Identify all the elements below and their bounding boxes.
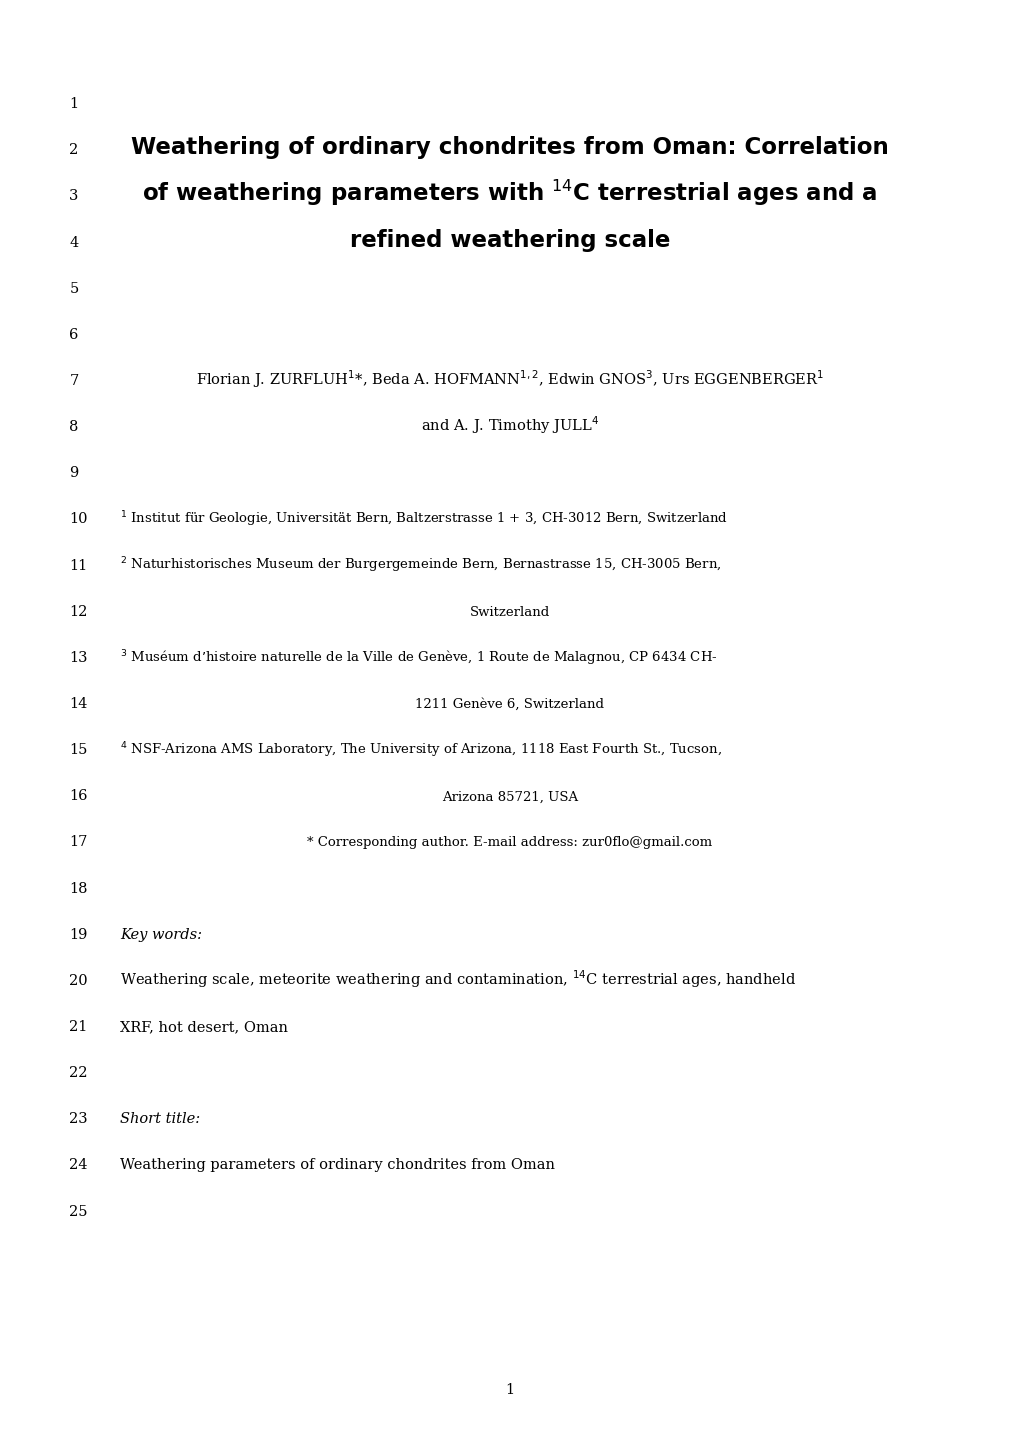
Text: 20: 20 <box>69 973 88 988</box>
Text: 25: 25 <box>69 1204 88 1218</box>
Text: 4: 4 <box>69 235 78 249</box>
Text: Arizona 85721, USA: Arizona 85721, USA <box>441 790 578 803</box>
Text: Short title:: Short title: <box>120 1112 201 1126</box>
Text: 2: 2 <box>69 143 78 157</box>
Text: 9: 9 <box>69 466 78 480</box>
Text: 3: 3 <box>69 189 78 203</box>
Text: Key words:: Key words: <box>120 927 202 942</box>
Text: Florian J. ZURFLUH$^{1}$*, Beda A. HOFMANN$^{1,2}$, Edwin GNOS$^{3}$, Urs EGGENB: Florian J. ZURFLUH$^{1}$*, Beda A. HOFMA… <box>196 368 823 389</box>
Text: 5: 5 <box>69 281 78 296</box>
Text: 6: 6 <box>69 327 78 342</box>
Text: 1: 1 <box>69 97 78 111</box>
Text: 10: 10 <box>69 512 88 526</box>
Text: 11: 11 <box>69 558 88 572</box>
Text: 8: 8 <box>69 420 78 434</box>
Text: 15: 15 <box>69 743 88 757</box>
Text: 14: 14 <box>69 696 88 711</box>
Text: refined weathering scale: refined weathering scale <box>350 229 669 251</box>
Text: of weathering parameters with $^{14}$C terrestrial ages and a: of weathering parameters with $^{14}$C t… <box>142 177 877 208</box>
Text: Weathering parameters of ordinary chondrites from Oman: Weathering parameters of ordinary chondr… <box>120 1158 554 1172</box>
Text: Weathering of ordinary chondrites from Oman: Correlation: Weathering of ordinary chondrites from O… <box>131 137 888 159</box>
Text: 1: 1 <box>505 1383 514 1397</box>
Text: 24: 24 <box>69 1158 88 1172</box>
Text: 22: 22 <box>69 1066 88 1080</box>
Text: $^{3}$ Muséum d’histoire naturelle de la Ville de Genève, 1 Route de Malagnou, C: $^{3}$ Muséum d’histoire naturelle de la… <box>120 647 717 668</box>
Text: XRF, hot desert, Oman: XRF, hot desert, Oman <box>120 1019 288 1034</box>
Text: 17: 17 <box>69 835 88 849</box>
Text: Switzerland: Switzerland <box>470 606 549 619</box>
Text: 7: 7 <box>69 373 78 388</box>
Text: 16: 16 <box>69 789 88 803</box>
Text: 13: 13 <box>69 650 88 665</box>
Text: $^{4}$ NSF-Arizona AMS Laboratory, The University of Arizona, 1118 East Fourth S: $^{4}$ NSF-Arizona AMS Laboratory, The U… <box>120 740 721 760</box>
Text: 18: 18 <box>69 881 88 895</box>
Text: 19: 19 <box>69 927 88 942</box>
Text: Weathering scale, meteorite weathering and contamination, $^{14}$C terrestrial a: Weathering scale, meteorite weathering a… <box>120 968 796 989</box>
Text: 1211 Genève 6, Switzerland: 1211 Genève 6, Switzerland <box>415 698 604 711</box>
Text: $^{2}$ Naturhistorisches Museum der Burgergemeinde Bern, Bernastrasse 15, CH-300: $^{2}$ Naturhistorisches Museum der Burg… <box>120 555 721 575</box>
Text: $^{1}$ Institut für Geologie, Universität Bern, Baltzerstrasse 1 + 3, CH-3012 Be: $^{1}$ Institut für Geologie, Universitä… <box>120 509 728 529</box>
Text: 12: 12 <box>69 604 88 619</box>
Text: 23: 23 <box>69 1112 88 1126</box>
Text: and A. J. Timothy JULL$^{4}$: and A. J. Timothy JULL$^{4}$ <box>421 414 598 435</box>
Text: * Corresponding author. E-mail address: zur0flo@gmail.com: * Corresponding author. E-mail address: … <box>307 836 712 849</box>
Text: 21: 21 <box>69 1019 88 1034</box>
